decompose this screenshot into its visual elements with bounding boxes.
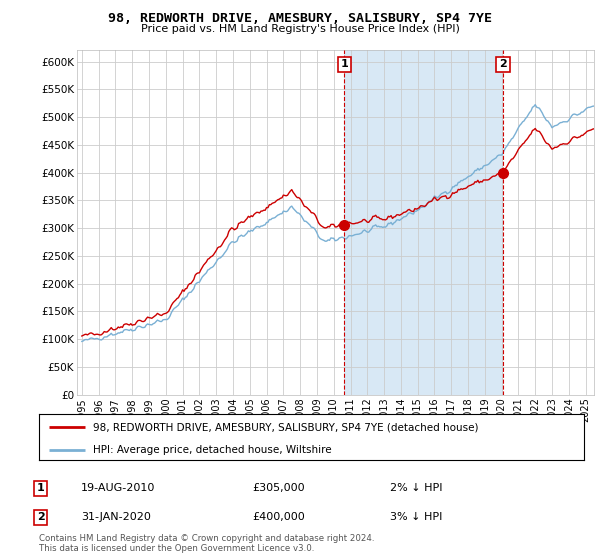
Text: HPI: Average price, detached house, Wiltshire: HPI: Average price, detached house, Wilt…: [94, 445, 332, 455]
Bar: [344, 50, 503, 395]
Text: 31-JAN-2020: 31-JAN-2020: [81, 512, 151, 522]
Text: £305,000: £305,000: [252, 483, 305, 493]
Text: 98, REDWORTH DRIVE, AMESBURY, SALISBURY, SP4 7YE: 98, REDWORTH DRIVE, AMESBURY, SALISBURY,…: [108, 12, 492, 25]
Text: £400,000: £400,000: [252, 512, 305, 522]
Text: Price paid vs. HM Land Registry's House Price Index (HPI): Price paid vs. HM Land Registry's House …: [140, 24, 460, 34]
Text: 3% ↓ HPI: 3% ↓ HPI: [390, 512, 442, 522]
Text: 2: 2: [37, 512, 44, 522]
Text: 2% ↓ HPI: 2% ↓ HPI: [390, 483, 443, 493]
Text: Contains HM Land Registry data © Crown copyright and database right 2024.
This d: Contains HM Land Registry data © Crown c…: [39, 534, 374, 553]
Text: 1: 1: [37, 483, 44, 493]
Text: 2: 2: [499, 59, 507, 69]
Text: 1: 1: [340, 59, 348, 69]
Text: 98, REDWORTH DRIVE, AMESBURY, SALISBURY, SP4 7YE (detached house): 98, REDWORTH DRIVE, AMESBURY, SALISBURY,…: [94, 422, 479, 432]
Text: 19-AUG-2010: 19-AUG-2010: [81, 483, 155, 493]
